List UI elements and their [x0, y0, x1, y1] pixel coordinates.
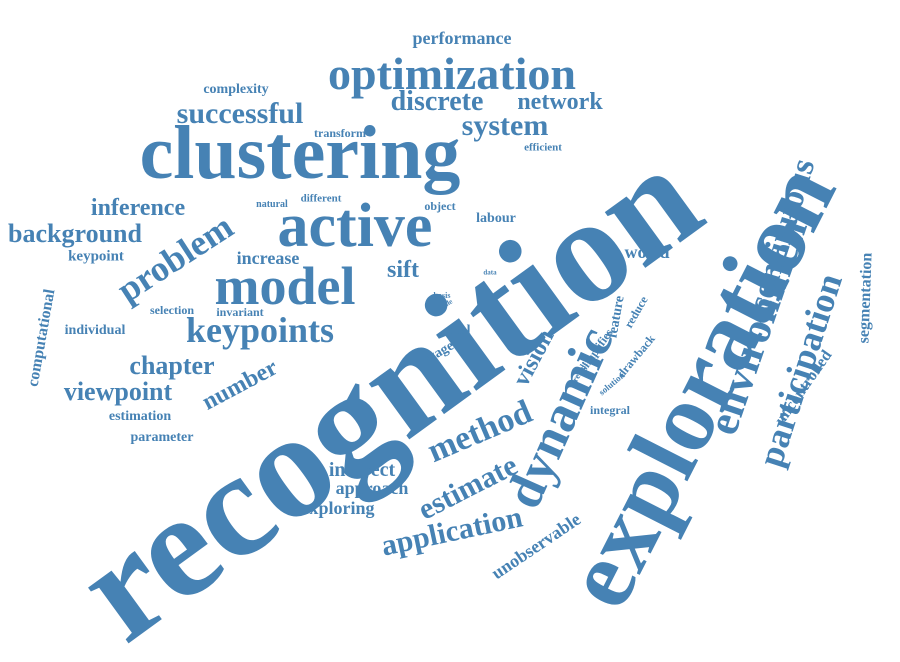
word-successful: successful — [176, 97, 304, 130]
word-complexity: complexity — [203, 82, 269, 97]
word-transform: transform — [314, 126, 366, 140]
word-system: system — [461, 109, 549, 142]
word-data: data — [483, 268, 497, 277]
word-viewpoint: viewpoint — [63, 377, 173, 406]
word-increase: increase — [236, 248, 300, 268]
word-parameter: parameter — [130, 430, 194, 445]
word-background: background — [8, 219, 142, 248]
word-natural: natural — [256, 199, 288, 210]
word-discrete: discrete — [390, 86, 484, 117]
word-active: active — [277, 192, 433, 260]
word-basis: basis — [433, 291, 451, 300]
word-efficient: efficient — [524, 141, 562, 154]
word-indirect: indirect — [328, 459, 396, 481]
word-chapter: chapter — [129, 351, 215, 380]
word-selection: selection — [150, 303, 194, 317]
word-performance: performance — [412, 28, 512, 48]
word-individual: individual — [64, 323, 126, 338]
word-clustering: clustering — [139, 111, 461, 195]
word-estimation: estimation — [108, 409, 172, 424]
word-keypoint: keypoint — [68, 248, 124, 265]
word-sift: sift — [387, 257, 419, 283]
word-different: different — [300, 192, 342, 205]
word-object: object — [424, 199, 456, 213]
word-invariant: invariant — [216, 305, 264, 319]
word-keypoints: keypoints — [185, 310, 335, 350]
word-computational: computational — [24, 287, 59, 388]
word-segmentation: segmentation — [855, 252, 876, 344]
word-optimization: optimization — [328, 48, 576, 99]
word-real: real — [447, 323, 471, 338]
word-inference: inference — [90, 195, 186, 221]
word-model: model — [214, 256, 356, 316]
word-world: world — [624, 242, 670, 262]
word-network: network — [517, 89, 603, 115]
word-labour: labour — [476, 211, 516, 226]
word-approach: approach — [335, 478, 409, 498]
word-integral: integral — [590, 403, 630, 417]
word-exploring: exploring — [301, 498, 375, 518]
